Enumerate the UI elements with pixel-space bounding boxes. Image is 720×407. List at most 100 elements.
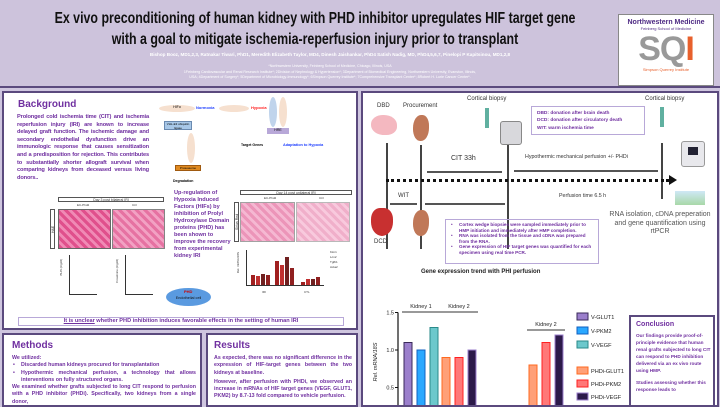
- bar: [275, 261, 279, 285]
- conclusion-heading: Conclusion: [636, 321, 675, 328]
- results-paragraph: As expected, there was no significant di…: [214, 355, 352, 376]
- hif-pathway-diagram: HIFα VHL-E3 ubiquitin ligase Proteasome …: [149, 93, 354, 188]
- legend-swatch: [576, 379, 589, 388]
- legend-swatch: [576, 340, 589, 349]
- bar: [256, 276, 260, 285]
- results-heading: Results: [214, 340, 251, 351]
- perfusion-pump-icon: [500, 121, 522, 145]
- bar-v-vegf: [429, 327, 439, 405]
- figure-day14: Day 14 post unilateral IRI EC-Phd2 Ctrl …: [234, 190, 352, 300]
- biopsy-label: Cortical biopsy: [467, 96, 507, 102]
- hmp-bracket: [514, 170, 658, 172]
- histology-image: [296, 202, 350, 242]
- timeline-marker: [420, 145, 422, 249]
- unclear-emphasis: It is unclear: [63, 318, 95, 324]
- rna-isolation-label: RNA isolation, cDNA preperation and gene…: [609, 211, 711, 235]
- legend-swatch: [576, 312, 589, 321]
- screen: [688, 147, 698, 155]
- degradation-label: Degradation: [173, 179, 194, 183]
- column-label: EC-Phd2: [264, 196, 277, 200]
- phd-crossed-label: PHD: [184, 289, 193, 294]
- bar-v-glut1: [403, 342, 413, 405]
- axis-label: Creatinine (mg/dl): [115, 259, 119, 283]
- cell-label: Endothelial cell: [175, 296, 202, 300]
- row-label: Sirius Red: [234, 202, 239, 242]
- bar-phdi-pkm2: [454, 357, 464, 405]
- axis-label: Rel. mRNA/18S: [236, 252, 240, 274]
- group-label: Kidney 1: [410, 304, 431, 310]
- arrow-head-icon: [669, 175, 677, 185]
- heart-icon: [371, 208, 393, 236]
- brain-icon: [371, 115, 397, 135]
- methods-text: We examined whether grafts subjected to …: [12, 384, 196, 405]
- note-item: Cortex wedge biopsies were sampled immed…: [450, 222, 594, 233]
- cit-label: CIT 33h: [451, 155, 476, 162]
- gene-expression-chart: 1.5 1.0 0.5 Rel. mRNA/18S Kidney 1 Kidney 2 Ki…: [373, 304, 624, 405]
- bar-phdi-pkm2: [541, 342, 551, 405]
- methods-list: Discarded human kidneys procured for tra…: [12, 362, 196, 384]
- hmp-label: Hypothermic mechanical perfusion +/- PHD…: [525, 154, 628, 160]
- histology-image: [58, 209, 111, 249]
- bar: [266, 275, 270, 285]
- timeline-marker: [507, 145, 509, 249]
- timeline-marker: [386, 143, 388, 249]
- figure-day3: Day 3 post bilateral IRI EC-Phd2 Ctrl H&…: [50, 197, 165, 307]
- logo-mark: SQI: [638, 30, 695, 68]
- definition: WIT: warm ischemia time: [537, 125, 594, 131]
- bracket: [425, 203, 505, 205]
- cit-bracket: [427, 171, 502, 173]
- dbd-label: DBD: [377, 103, 390, 109]
- legend-label: PHDi-PKM2: [591, 382, 621, 388]
- logo-org: Northwestern Medicine: [627, 19, 705, 26]
- axis-label: BUN (mg/dl): [59, 259, 63, 276]
- phd-callout-text: Up-regulation of Hypoxia Induced Factors…: [174, 190, 231, 259]
- wit-bracket: [390, 203, 417, 205]
- unclear-statement: It is unclear whether PHD inhibition ind…: [18, 317, 344, 326]
- row-label: H&E: [50, 209, 55, 249]
- legend-item: Lcn2: [330, 255, 337, 259]
- unclear-rest: whether PHD inhibition induces favorable…: [94, 318, 299, 324]
- title-line-1: Ex vivo preconditioning of human kidney …: [54, 10, 576, 27]
- legend-item: Tgfb1: [330, 260, 338, 264]
- bar-phdi-vegf: [554, 334, 564, 405]
- vhl-label: VHL-E3 ubiquitin ligase: [164, 121, 192, 130]
- conclusion-paragraph: Studies assessing whether this response …: [636, 380, 706, 392]
- group-label: Kidney 2: [448, 304, 469, 310]
- results-body: As expected, there was no significant di…: [214, 355, 352, 401]
- title-line-2: with a goal to mitigate ischemia-reperfu…: [111, 31, 519, 48]
- bar-phdi-glut1: [528, 364, 538, 405]
- adaptation-label: Adaptation to Hypoxia: [283, 143, 324, 147]
- bar-phdi-vegf: [467, 349, 477, 405]
- timeline-arrow: [386, 179, 669, 182]
- legend-item: Acta2: [330, 265, 338, 269]
- perfusion-time-label: Perfusion time 6.5 h: [559, 193, 607, 199]
- methods-section: Methods We utilized: Discarded human kid…: [2, 333, 202, 407]
- bar: [285, 257, 289, 285]
- hif-alpha-shape: [279, 97, 287, 127]
- definition: DCD: donation after circulatory death: [537, 118, 623, 124]
- kidney-icon: [413, 115, 429, 141]
- legend-label: V-GLUT1: [591, 315, 614, 321]
- authors: Bishop Booz, MD1,2,3, Ratnakar Tiwari, P…: [149, 52, 511, 57]
- logo-institute: Simpson Querrey Institute: [642, 67, 690, 72]
- mrna-bar-plot: [246, 250, 324, 286]
- y-tick-label: 0.5: [386, 386, 394, 392]
- abbreviations-box: DBD: donation after brain death DCD: don…: [531, 106, 645, 135]
- methods-intro: We utilized:: [12, 355, 42, 361]
- bar-v-pkm2: [416, 349, 426, 405]
- histology-image: [240, 202, 295, 242]
- target-genes-label: Target Genes: [241, 143, 264, 147]
- bar: [251, 275, 255, 285]
- logo-school: Feinberg School of Medicine: [640, 26, 692, 31]
- y-tick-label: 1.0: [386, 348, 394, 354]
- legend-label: PHDi-VEGF: [591, 395, 622, 401]
- poster-header: Ex vivo preconditioning of human kidney …: [0, 0, 720, 88]
- histology-image: [112, 209, 165, 249]
- bun-scatter-plot: [69, 255, 97, 295]
- biopsy-needle-icon: [660, 107, 664, 127]
- legend-item: Kim1: [330, 250, 337, 254]
- conclusion-body: Our findings provide proof-of-principle …: [636, 332, 711, 393]
- hif-label: HIFα: [159, 105, 195, 112]
- bar: [306, 279, 310, 285]
- figure-title: Day 3 post bilateral IRI: [58, 197, 164, 202]
